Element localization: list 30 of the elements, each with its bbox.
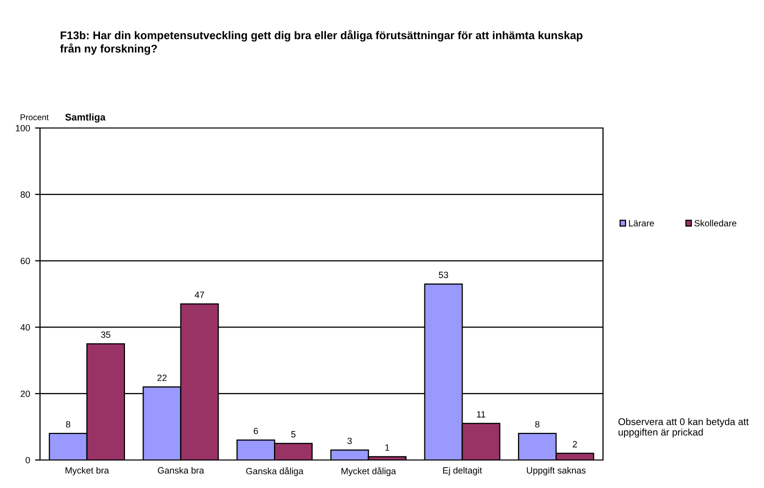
chart-title: F13b: Har din kompetensutveckling gett dig bra eller dåliga förutsättningar för att inhämta kunskap från ny forskning?: [60, 30, 582, 55]
x-tick-label: Uppgift saknas: [526, 466, 586, 476]
y-tick-label: 40: [20, 324, 30, 331]
x-tick-label: Ej deltagit: [443, 466, 482, 476]
data-label: 5: [291, 431, 296, 438]
data-label: 6: [254, 428, 258, 434]
x-tick-label: Ganska dåliga: [246, 466, 304, 476]
data-label: 8: [535, 421, 540, 428]
y-tick-label: 20: [20, 390, 30, 397]
data-label: 2: [572, 441, 577, 448]
data-label: 8: [66, 421, 70, 428]
data-label: 22: [157, 374, 167, 381]
data-label: 47: [194, 292, 204, 298]
legend-label: Skolledare: [694, 220, 736, 226]
x-tick-label: Mycket dåliga: [342, 466, 396, 476]
x-tick-label: Mycket bra: [66, 466, 109, 476]
data-label: 53: [438, 272, 448, 278]
y-tick-label: 60: [20, 258, 30, 264]
y-tick-label: 0: [26, 456, 30, 464]
y-tick-label: 100: [16, 124, 30, 132]
text: Observera att 0 kan betyda att uppgiften är prickad: [618, 418, 749, 438]
y-tick-label: 80: [20, 191, 30, 198]
data-label: 11: [477, 411, 486, 418]
data-label: 35: [101, 331, 110, 338]
y-axis-title: Procent: [20, 114, 49, 120]
x-tick-label: Ganska bra: [158, 466, 204, 474]
legend-label: Lärare: [628, 220, 654, 226]
data-label: 1: [385, 444, 390, 451]
chart-subtitle: Samtliga: [65, 113, 106, 123]
data-label: 3: [347, 438, 352, 444]
